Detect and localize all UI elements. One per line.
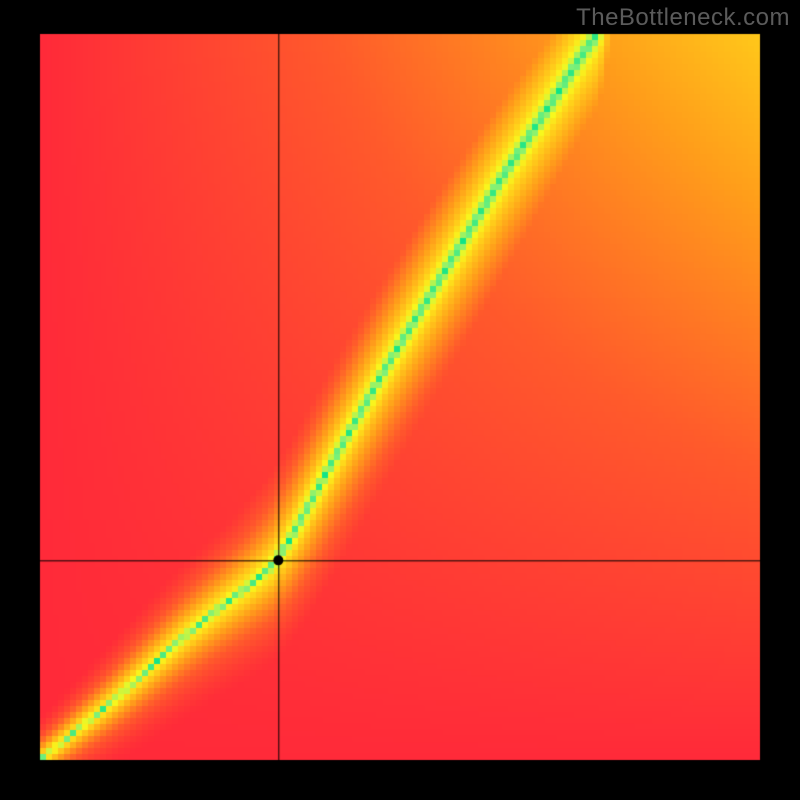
chart-container: TheBottleneck.com [0,0,800,800]
watermark-text: TheBottleneck.com [576,4,790,32]
heatmap-canvas [0,0,800,800]
